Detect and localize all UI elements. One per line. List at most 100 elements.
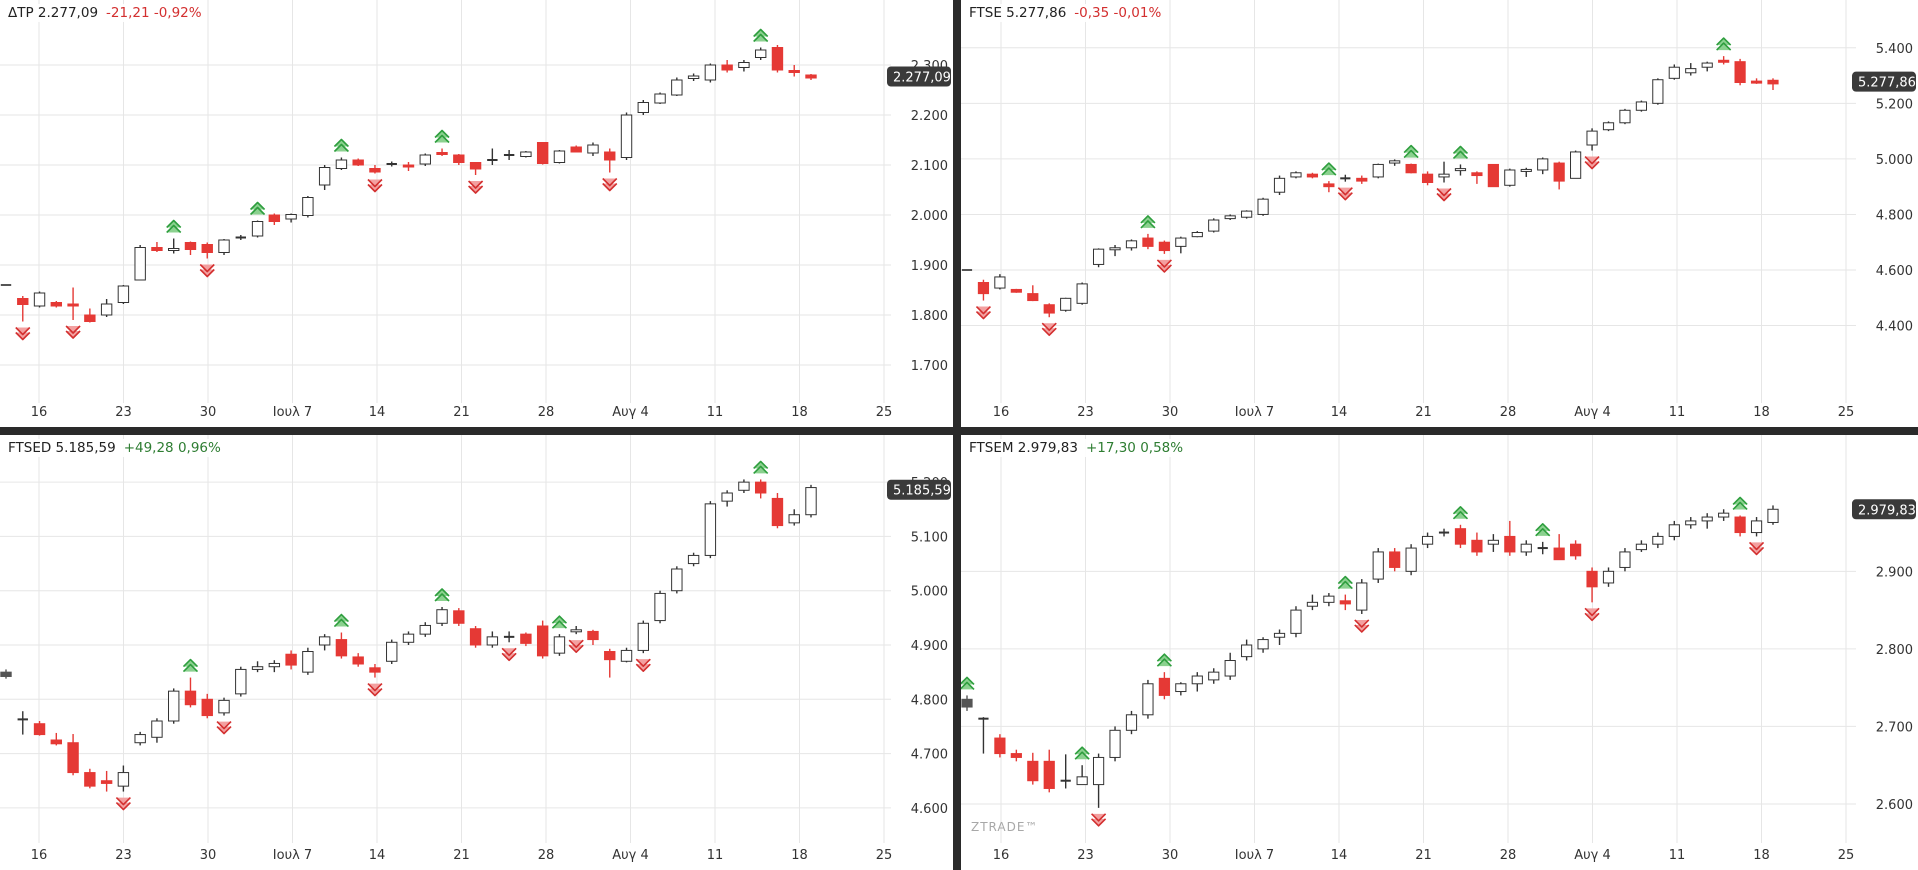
candle: [469, 626, 482, 648]
candle-body: [184, 690, 197, 706]
candle: [1339, 594, 1351, 611]
candle-body: [1208, 671, 1220, 681]
sell-signal-arrow: [468, 180, 484, 194]
candle-body: [1537, 158, 1549, 171]
candle: [1652, 532, 1664, 549]
y-tick-label: 4.400: [1876, 320, 1913, 335]
candle-body: [788, 514, 800, 524]
buy-signal-arrow: [1716, 37, 1732, 51]
chart-panel-ftsem[interactable]: 2.600 2.700 2.800 2.900 16 23 30 Ιουλ 7 14 21 28 Αυ…: [961, 435, 1918, 870]
x-tick-label: 16: [993, 848, 1010, 863]
chart-panel-ftse[interactable]: 4.400 4.600 4.800 5.000 5.200 5.400 16 23 30 Ιουλ…: [961, 0, 1918, 427]
candlestick-chart-dtr[interactable]: 1.7001.8001.9002.0002.1002.2002.30016233…: [0, 0, 953, 427]
candle: [977, 279, 990, 301]
chart-panel-ftsed[interactable]: 4.6004.7004.8004.9005.0005.1005.20016233…: [0, 435, 953, 870]
candle: [436, 607, 448, 626]
candle: [1175, 236, 1187, 254]
x-tick-label: 25: [1838, 405, 1855, 420]
legend-ftsed: FTSED 5.185,59 +49,28 0,96%: [5, 439, 224, 457]
y-tick-label: 5.200: [1876, 97, 1913, 112]
x-tick-label: 11: [707, 848, 724, 863]
candle-body: [302, 651, 314, 673]
candle-body: [620, 649, 633, 662]
candle-body: [671, 568, 683, 592]
candle-body: [1257, 639, 1269, 650]
candle-body: [151, 720, 163, 738]
sell-signal-arrow: [1584, 155, 1600, 170]
candle: [1175, 682, 1187, 696]
candle-body: [1750, 520, 1763, 534]
buy-signal-arrow: [961, 676, 975, 690]
candle: [1109, 726, 1121, 762]
buy-signal-arrow: [333, 138, 349, 153]
candle-body: [1734, 516, 1746, 534]
candle: [994, 274, 1006, 290]
candle: [771, 45, 784, 73]
candle: [1553, 534, 1565, 561]
candle-body: [419, 624, 431, 635]
buy-signal-arrow: [1337, 575, 1353, 590]
candlestick-chart-ftsem[interactable]: 2.600 2.700 2.800 2.900 16 23 30 Ιουλ 7 14 21 28 Αυ…: [961, 435, 1918, 870]
grid: [0, 0, 891, 403]
candle: [1570, 540, 1582, 560]
candle: [1010, 288, 1022, 293]
candle: [1405, 163, 1417, 174]
candle: [553, 150, 566, 164]
candle: [302, 196, 314, 218]
candle-body: [268, 214, 281, 222]
candlestick-chart-ftse[interactable]: 4.400 4.600 4.800 5.000 5.200 5.400 16 23 30 Ιουλ…: [961, 0, 1918, 427]
candle: [352, 653, 364, 667]
ztrade-watermark: ZTRADE™: [971, 820, 1039, 834]
candle-body: [1767, 79, 1779, 85]
candle: [788, 65, 800, 77]
candle: [1471, 532, 1483, 556]
candle-body: [1306, 173, 1319, 178]
candle-body: [1191, 675, 1203, 685]
legend-symbol-last: FTSE 5.277,86: [969, 5, 1067, 21]
chart-panel-dtr[interactable]: 1.7001.8001.9002.0002.1002.2002.30016233…: [0, 0, 953, 427]
candle: [1125, 239, 1138, 251]
candle: [520, 632, 532, 647]
candle: [1290, 606, 1302, 638]
candle-body: [721, 492, 733, 502]
candle: [335, 632, 348, 659]
candle-body: [1273, 177, 1286, 193]
candle: [235, 666, 247, 697]
candle: [788, 509, 800, 526]
candle-body: [1109, 247, 1121, 251]
candle: [1208, 668, 1220, 684]
candle: [1668, 64, 1680, 80]
candle: [1454, 524, 1467, 549]
candle: [419, 622, 431, 637]
candle-body: [1619, 551, 1631, 568]
y-tick-label: 2.000: [911, 209, 948, 224]
candle-body: [1504, 535, 1516, 553]
candle-body: [318, 167, 331, 186]
candle: [1487, 534, 1499, 552]
buy-signal-arrow: [1074, 746, 1090, 760]
grid: [0, 435, 891, 843]
candle-body: [1224, 215, 1236, 220]
candle-body: [961, 698, 973, 708]
candle-body: [1767, 508, 1779, 523]
candle: [738, 479, 750, 493]
grid: [961, 435, 1856, 843]
candle-body: [100, 780, 113, 784]
candle: [570, 626, 582, 635]
candle: [1273, 629, 1286, 645]
candle: [302, 647, 314, 675]
candle-body: [1701, 62, 1713, 68]
candlestick-chart-ftsed[interactable]: 4.6004.7004.8004.9005.0005.1005.20016233…: [0, 435, 953, 870]
candle-body: [738, 62, 750, 68]
candle: [251, 220, 264, 238]
x-tick-label: 23: [1077, 405, 1094, 420]
sell-signal-arrow: [1584, 607, 1600, 622]
candle-body: [520, 633, 532, 644]
candle: [1389, 159, 1401, 166]
x-tick-label: 14: [369, 848, 386, 863]
candle-body: [1652, 79, 1664, 104]
y-tick-label: 5.000: [911, 585, 948, 600]
candle-body: [50, 739, 63, 745]
x-tick-label: 23: [1077, 848, 1094, 863]
candle: [1340, 174, 1351, 182]
